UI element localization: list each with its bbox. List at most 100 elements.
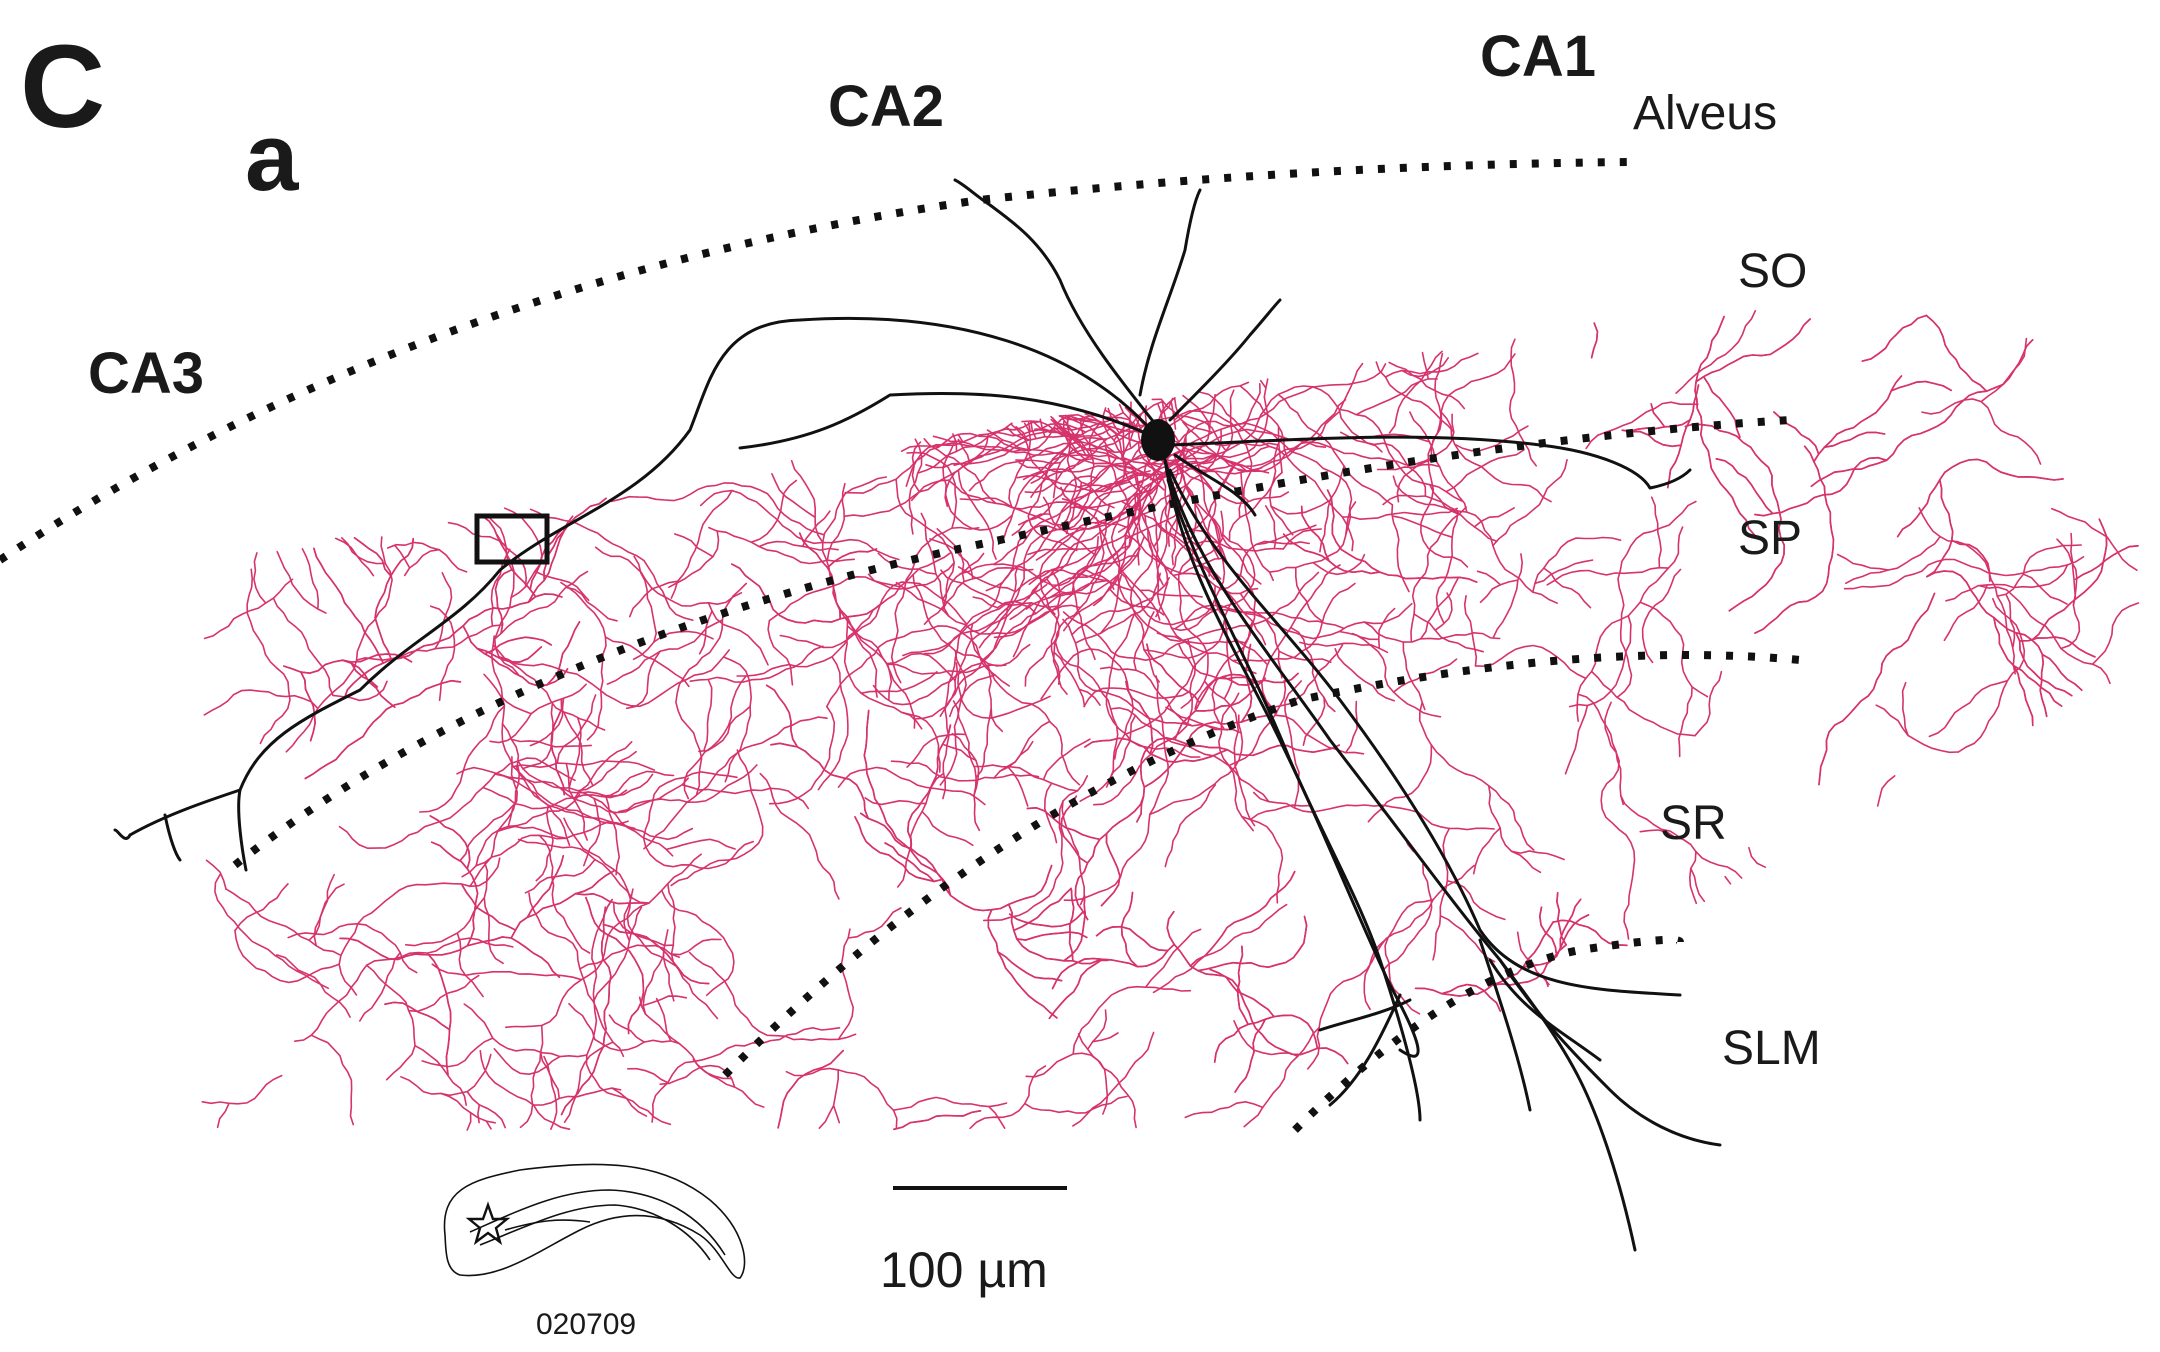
axon-branch xyxy=(1050,571,1061,685)
axon-branch xyxy=(660,889,735,997)
axon-branch xyxy=(2031,518,2108,641)
axon-branch xyxy=(1875,704,1960,754)
axon-branch xyxy=(1074,572,1161,644)
axon-branch xyxy=(951,732,980,797)
axon-branch xyxy=(1534,559,1594,585)
axon-branch xyxy=(1166,910,1349,1065)
axon-branch xyxy=(359,951,401,1022)
axon-branch xyxy=(434,572,453,650)
axon-branch xyxy=(968,441,1146,492)
axon-branch xyxy=(429,815,471,870)
axon-branch xyxy=(1628,419,1691,433)
axon-branch xyxy=(1008,422,1032,508)
axon-branch xyxy=(594,546,743,607)
axon-branch xyxy=(301,548,320,610)
basal-dendrite-right xyxy=(1168,435,1692,490)
axon-branch xyxy=(560,898,613,1116)
axon-branch xyxy=(770,742,869,820)
axon-branch xyxy=(952,433,958,453)
axon-branch xyxy=(528,892,625,1058)
axon-branch xyxy=(638,996,765,1108)
axon-branch xyxy=(771,473,816,519)
axon-branch xyxy=(611,482,825,536)
axon-branch xyxy=(1034,428,1079,441)
axon-branch xyxy=(343,593,563,700)
sr-slm-boundary xyxy=(1292,935,1684,1133)
axon-branch xyxy=(1600,701,1636,940)
axon-branch xyxy=(1125,653,1207,735)
axon-branch xyxy=(1163,460,1270,474)
axon-branch xyxy=(419,705,506,813)
axon-branch xyxy=(1890,380,1952,392)
axon-branch xyxy=(574,741,633,799)
axon-branch xyxy=(1377,607,1396,650)
axon-branch xyxy=(957,474,1147,720)
axon-branch xyxy=(1234,1018,1267,1093)
axon-branch xyxy=(285,536,393,753)
axon-branch xyxy=(1810,339,2034,488)
axon-branch xyxy=(1440,411,1552,503)
axon-branch xyxy=(1282,528,1322,550)
axon-branch xyxy=(2051,507,2138,571)
axon-branch xyxy=(1184,524,1257,662)
axon-branch xyxy=(1213,1014,1319,1063)
axon-branch xyxy=(1620,794,1679,837)
axon-branch xyxy=(1810,339,2034,488)
axon-branch xyxy=(722,656,753,783)
axon-branch xyxy=(688,951,857,1042)
axon-branch xyxy=(941,566,1034,611)
axon-branch xyxy=(538,834,591,954)
axon-branch xyxy=(475,793,581,867)
axon-branch xyxy=(957,566,1017,593)
axon-branch xyxy=(973,764,1079,792)
axon-branch xyxy=(1024,1095,1128,1114)
axon-branch xyxy=(969,622,1081,786)
axon-branch xyxy=(1084,568,1115,590)
axon-branch xyxy=(1083,687,1191,708)
axon-branch xyxy=(801,510,831,548)
axon-branch xyxy=(1590,670,1696,737)
axon-branch xyxy=(466,1111,472,1131)
axon-branch xyxy=(893,1110,982,1131)
axon-branch xyxy=(957,469,997,560)
axon-branch xyxy=(496,825,568,840)
axon-branch xyxy=(629,580,679,618)
axon-branch xyxy=(846,625,878,698)
axon-branch xyxy=(535,804,554,882)
axon-branch xyxy=(651,1026,841,1123)
axon-branch xyxy=(585,896,645,1035)
axon-branch xyxy=(1030,424,1167,498)
axon-branch xyxy=(1016,474,1131,493)
axon-branch xyxy=(1453,425,1529,452)
axon-branch xyxy=(501,723,571,847)
axon-branch xyxy=(867,561,955,590)
axon-branch xyxy=(421,1037,494,1068)
axon-branch xyxy=(993,720,1051,779)
axon-branch xyxy=(2005,593,2016,648)
axon-branch xyxy=(1675,310,1757,394)
axon-branch xyxy=(563,1041,614,1123)
axon-branch xyxy=(837,766,986,806)
axon-branch xyxy=(466,1090,506,1129)
axon-branch xyxy=(1064,414,1116,454)
axon-branch xyxy=(1027,515,1078,552)
axon-branch xyxy=(978,604,1013,649)
axon-branch xyxy=(1060,475,1078,527)
axon-branch xyxy=(577,750,637,792)
axon-branch xyxy=(1639,601,1709,698)
axon-branch xyxy=(1434,592,1453,631)
axon-branch xyxy=(1197,915,1308,972)
axon-branch xyxy=(1510,850,1565,861)
axon-branch xyxy=(1695,318,1811,383)
axon-branch xyxy=(1472,827,1501,875)
axon-branch xyxy=(611,1087,648,1117)
apical-trunk-2 xyxy=(1163,458,1637,1252)
axon-branch xyxy=(310,1034,355,1126)
axon-branch xyxy=(365,964,416,1081)
axon-branch xyxy=(214,874,330,990)
axon-branch xyxy=(864,797,927,806)
axon-branch xyxy=(512,760,656,771)
axon-branch xyxy=(736,551,953,677)
axon-branch xyxy=(1013,887,1072,932)
